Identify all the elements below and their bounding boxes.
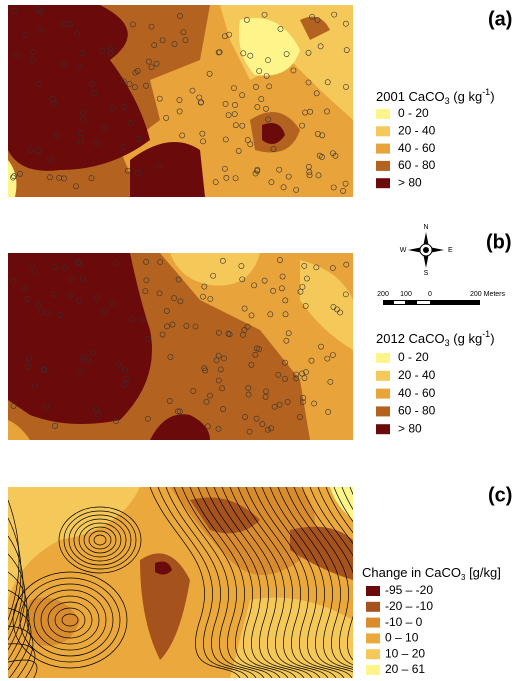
legend-swatch — [376, 160, 390, 171]
legend-label: > 80 — [398, 421, 422, 435]
scale-label: 0 — [428, 291, 432, 298]
compass-n: N — [423, 224, 428, 231]
legend-swatch — [366, 617, 380, 628]
compass: N S E W — [400, 224, 453, 277]
legend-swatch — [366, 601, 380, 612]
legend-swatch — [366, 586, 380, 596]
legend-label: 20 - 40 — [398, 368, 436, 382]
map-c — [8, 487, 353, 678]
legend-title: Change in CaCO3 [g/kg] — [362, 565, 501, 582]
legend-label: 0 - 20 — [398, 350, 429, 364]
compass-s: S — [424, 270, 429, 277]
legend-swatch — [376, 178, 390, 189]
legend-label: > 80 — [398, 175, 422, 189]
legend-title: 2012 CaCO3 (g kg-1) — [376, 329, 495, 348]
legend-swatch — [376, 126, 390, 137]
legend-label: 40 - 60 — [398, 386, 436, 400]
legend-label: 40 - 60 — [398, 141, 436, 155]
sample-points — [10, 7, 350, 435]
scale-label: 100 — [400, 291, 412, 298]
legend-swatch — [376, 424, 390, 435]
legend-label: 20 – 61 — [385, 662, 425, 676]
legend-label: 20 - 40 — [398, 123, 436, 137]
legend-swatch — [376, 370, 390, 381]
panel-label: (c) — [488, 484, 512, 506]
legend-swatch — [366, 633, 380, 644]
legend-label: -10 – 0 — [385, 615, 423, 629]
scale-bar: 200 100 0 200 Meters — [377, 291, 506, 305]
legend-label: 0 – 10 — [385, 631, 419, 645]
legend-swatch — [376, 353, 390, 363]
map-a — [8, 5, 353, 197]
compass-w: W — [400, 247, 407, 254]
legend-swatch — [366, 649, 380, 660]
legend-swatch — [376, 388, 390, 399]
map-b — [8, 253, 353, 440]
compass-e: E — [448, 247, 453, 254]
legend-title: 2001 CaCO3 (g kg-1) — [376, 87, 495, 106]
legend-label: 0 - 20 — [398, 106, 429, 120]
legend-swatch — [376, 109, 390, 119]
scale-label: 200 Meters — [470, 291, 506, 298]
legend-label: 10 – 20 — [385, 646, 425, 660]
legend-label: 60 - 80 — [398, 158, 436, 172]
legend-swatch — [366, 665, 380, 675]
panel-label: (a) — [488, 8, 512, 30]
legend-swatch — [376, 406, 390, 417]
panel-label: (b) — [486, 231, 512, 253]
legend-label: -95 – -20 — [385, 583, 433, 597]
scale-label: 200 — [377, 291, 389, 298]
legend-label: 60 - 80 — [398, 404, 436, 418]
legend-label: -20 – -10 — [385, 599, 433, 613]
legend-swatch — [376, 143, 390, 154]
